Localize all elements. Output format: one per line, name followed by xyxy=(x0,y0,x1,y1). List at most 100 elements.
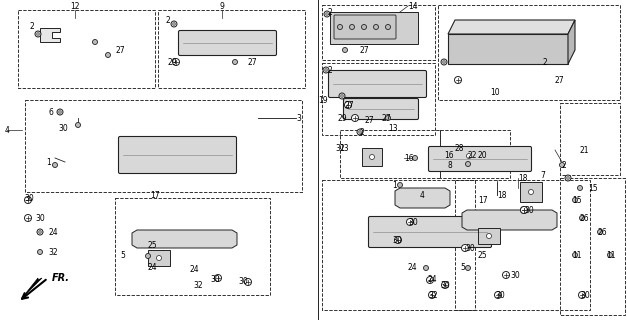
Text: 30: 30 xyxy=(408,218,418,227)
Text: 4: 4 xyxy=(5,125,10,134)
Text: 30: 30 xyxy=(495,291,505,300)
Text: 27: 27 xyxy=(360,45,370,54)
Text: 24: 24 xyxy=(48,228,58,236)
Text: 18: 18 xyxy=(497,190,507,199)
Circle shape xyxy=(35,31,41,37)
Polygon shape xyxy=(462,210,557,230)
Text: 20: 20 xyxy=(478,150,488,159)
Circle shape xyxy=(75,123,80,127)
Text: 30: 30 xyxy=(24,194,34,203)
Circle shape xyxy=(565,175,571,181)
Circle shape xyxy=(529,189,534,195)
Text: 14: 14 xyxy=(408,2,418,11)
Text: 29: 29 xyxy=(338,114,347,123)
Circle shape xyxy=(374,25,379,29)
Text: 3: 3 xyxy=(296,114,301,123)
Circle shape xyxy=(455,76,461,84)
Text: 30: 30 xyxy=(465,244,475,252)
Text: 25: 25 xyxy=(148,241,157,250)
Text: 24: 24 xyxy=(428,276,438,284)
Text: 30: 30 xyxy=(210,276,219,284)
Text: 2: 2 xyxy=(166,15,171,25)
Circle shape xyxy=(344,101,352,108)
Circle shape xyxy=(443,61,445,63)
Polygon shape xyxy=(132,230,237,248)
Circle shape xyxy=(466,154,472,158)
Text: 2: 2 xyxy=(328,66,333,75)
Bar xyxy=(438,5,620,100)
Circle shape xyxy=(520,206,527,213)
Circle shape xyxy=(398,182,403,188)
Text: 24: 24 xyxy=(408,263,418,273)
Text: 27: 27 xyxy=(115,45,125,54)
Text: 21: 21 xyxy=(580,146,589,155)
FancyBboxPatch shape xyxy=(369,217,492,247)
Text: 10: 10 xyxy=(490,87,500,97)
Circle shape xyxy=(579,215,584,220)
Circle shape xyxy=(38,250,43,254)
Text: 5: 5 xyxy=(120,251,125,260)
Circle shape xyxy=(337,25,342,29)
Circle shape xyxy=(339,93,345,99)
Circle shape xyxy=(559,163,564,167)
Circle shape xyxy=(567,177,569,179)
Circle shape xyxy=(465,266,470,270)
Text: 26: 26 xyxy=(598,228,608,236)
Circle shape xyxy=(495,292,502,299)
Text: 24: 24 xyxy=(148,263,157,273)
Text: 24: 24 xyxy=(190,266,199,275)
Circle shape xyxy=(357,129,363,135)
Bar xyxy=(455,180,590,310)
Text: 1: 1 xyxy=(392,180,397,189)
Polygon shape xyxy=(395,188,450,208)
Text: 29: 29 xyxy=(168,58,177,67)
Circle shape xyxy=(572,252,577,258)
Text: 27: 27 xyxy=(345,100,355,109)
Circle shape xyxy=(53,163,58,167)
Circle shape xyxy=(342,47,347,52)
Text: 15: 15 xyxy=(588,183,598,193)
Circle shape xyxy=(461,244,468,252)
Circle shape xyxy=(37,229,43,235)
Text: 32: 32 xyxy=(428,291,438,300)
Text: 15: 15 xyxy=(572,196,582,204)
FancyBboxPatch shape xyxy=(520,182,542,202)
Text: 27: 27 xyxy=(555,76,565,84)
Polygon shape xyxy=(448,20,575,34)
Text: 2: 2 xyxy=(360,127,365,137)
Circle shape xyxy=(372,26,376,30)
FancyBboxPatch shape xyxy=(330,12,418,44)
Circle shape xyxy=(352,115,359,122)
FancyBboxPatch shape xyxy=(428,147,532,172)
Text: 30: 30 xyxy=(58,124,68,132)
Bar xyxy=(158,10,305,88)
Text: 19: 19 xyxy=(318,95,328,105)
Circle shape xyxy=(520,206,527,213)
Text: 16: 16 xyxy=(444,150,453,159)
Bar xyxy=(440,130,510,178)
Text: 30: 30 xyxy=(238,277,248,286)
Text: 5: 5 xyxy=(460,263,465,273)
Text: 27: 27 xyxy=(382,114,392,123)
Text: 7: 7 xyxy=(540,171,545,180)
Text: 32: 32 xyxy=(193,281,203,290)
Text: 22: 22 xyxy=(468,150,478,159)
Circle shape xyxy=(93,39,98,44)
Text: 16: 16 xyxy=(404,154,414,163)
Circle shape xyxy=(428,292,436,299)
Text: 27: 27 xyxy=(365,116,374,124)
Circle shape xyxy=(426,276,433,284)
Text: 12: 12 xyxy=(70,2,80,11)
Bar xyxy=(322,180,475,310)
Text: 28: 28 xyxy=(455,143,465,153)
Text: 17: 17 xyxy=(150,190,160,199)
Text: 11: 11 xyxy=(572,251,581,260)
Circle shape xyxy=(105,52,110,58)
Text: 17: 17 xyxy=(478,196,488,204)
FancyBboxPatch shape xyxy=(119,137,236,173)
Text: 30: 30 xyxy=(580,291,590,300)
Circle shape xyxy=(349,25,354,29)
Polygon shape xyxy=(22,278,42,298)
Text: 25: 25 xyxy=(478,251,488,260)
Circle shape xyxy=(39,231,41,233)
